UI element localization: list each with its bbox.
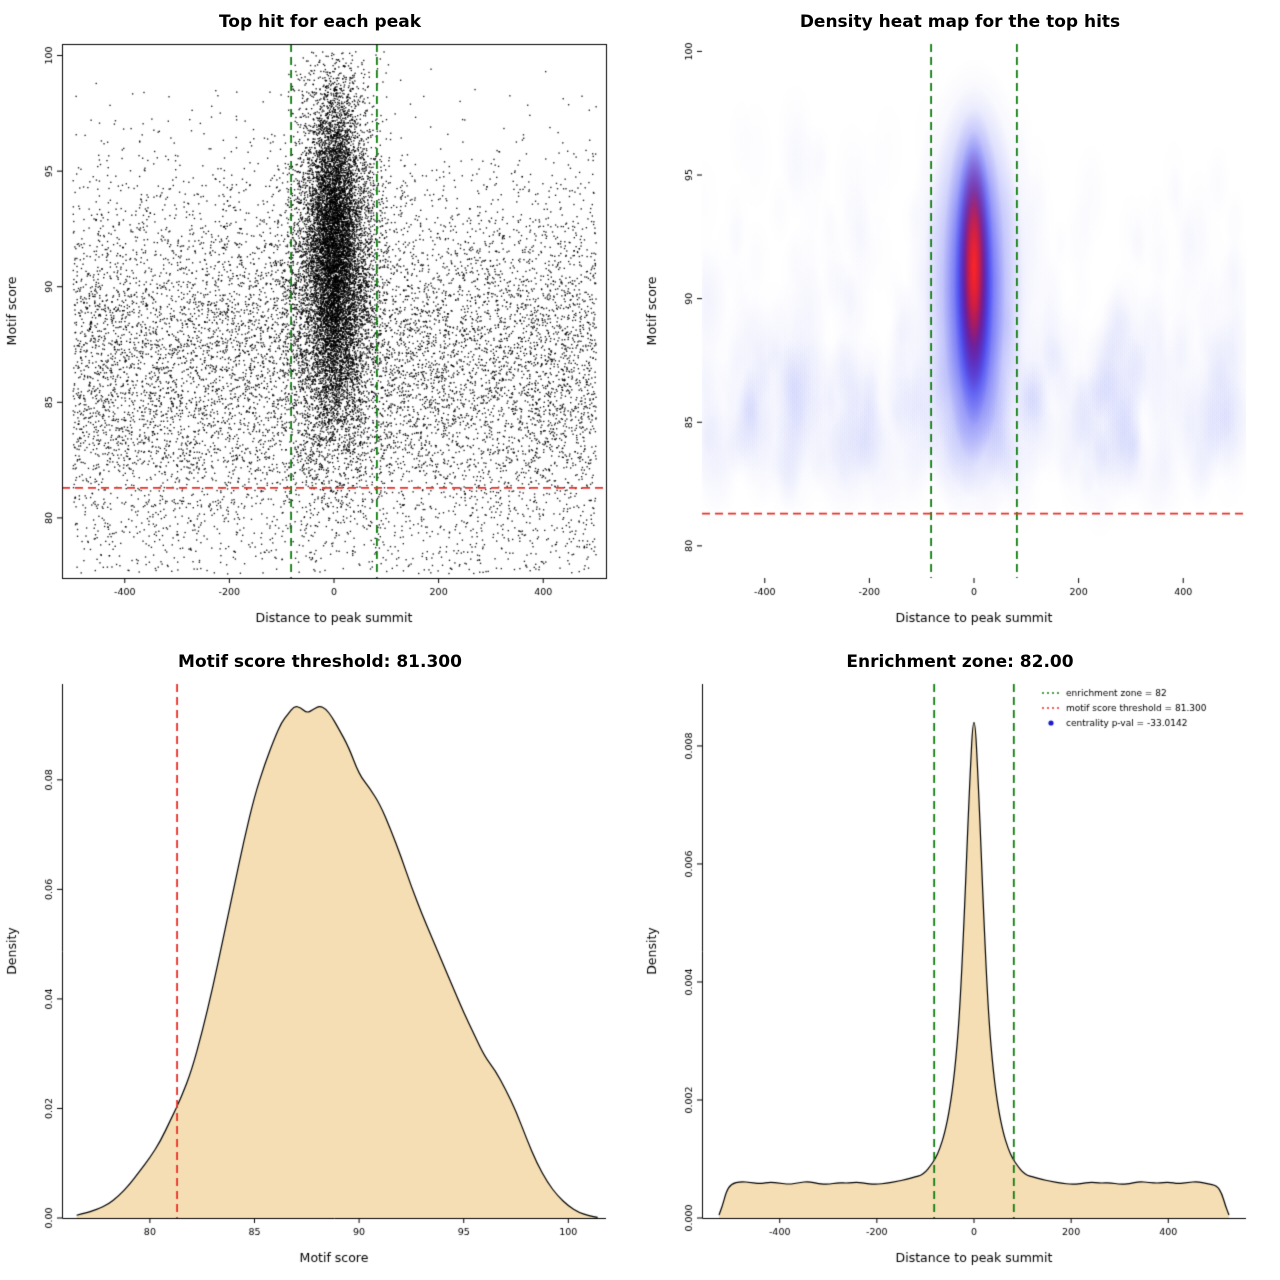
panel-top-hit-scatter: Top hit for each peak (0, 0, 640, 640)
panel-motif-score-density: Motif score threshold: 81.300 (0, 640, 640, 1280)
panel-distance-density: Enrichment zone: 82.00 (640, 640, 1280, 1280)
motif-score-density-canvas (0, 640, 640, 1280)
top-hit-scatter-canvas (0, 0, 640, 640)
distance-density-canvas (640, 640, 1280, 1280)
panel-density-heatmap: Density heat map for the top hits (640, 0, 1280, 640)
density-heatmap-canvas (640, 0, 1280, 640)
